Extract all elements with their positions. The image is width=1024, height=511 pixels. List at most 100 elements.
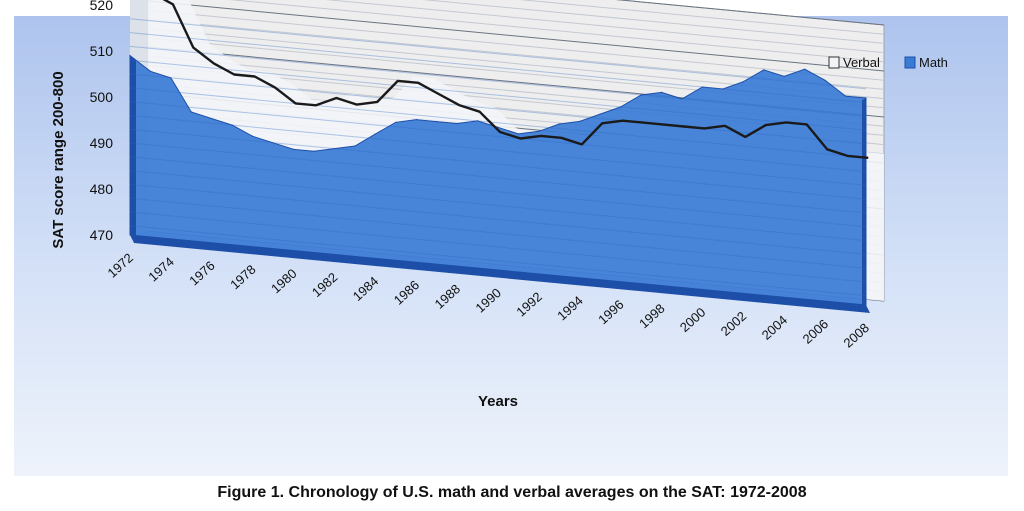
- math-point: [313, 150, 315, 152]
- verbal-point: [765, 124, 767, 126]
- legend-swatch-verbal: [828, 56, 840, 69]
- math-point: [497, 126, 499, 128]
- x-tick-label: 1986: [391, 277, 423, 307]
- math-point: [742, 81, 744, 83]
- verbal-point: [703, 127, 706, 129]
- verbal-point: [560, 137, 562, 139]
- verbal-point: [622, 120, 624, 122]
- y-tick-label: 510: [90, 43, 114, 59]
- math-point: [272, 142, 274, 144]
- verbal-point: [519, 137, 522, 140]
- verbal-point: [172, 3, 174, 5]
- math-point: [538, 130, 540, 132]
- math-point: [558, 123, 560, 125]
- verbal-point: [213, 62, 215, 64]
- x-tick-label: 1984: [350, 273, 382, 303]
- math-point: [804, 68, 806, 70]
- x-tick-label: 1994: [554, 293, 586, 323]
- math-area: [129, 54, 867, 306]
- sat-area-chart: SAT score range 200-800 Years 470 480 490 5…: [50, 0, 948, 410]
- math-point: [620, 106, 622, 108]
- math-point: [129, 55, 131, 57]
- math-stripe: [129, 156, 867, 228]
- math-point: [333, 148, 335, 150]
- math-area-front-edge: [130, 55, 136, 239]
- gridline: [228, 0, 885, 63]
- math-point: [661, 91, 663, 93]
- verbal-point: [356, 104, 358, 106]
- x-tick-label: 1980: [268, 266, 300, 296]
- verbal-point: [192, 47, 194, 49]
- math-point: [170, 77, 172, 79]
- x-tick-label: 2004: [759, 312, 791, 342]
- figure-caption: Figure 1. Chronology of U.S. math and ve…: [217, 484, 807, 501]
- verbal-point: [744, 136, 746, 138]
- math-stripe: [129, 142, 867, 214]
- math-stripe: [129, 211, 867, 283]
- x-tick-label: 2002: [718, 308, 750, 338]
- verbal-point: [683, 125, 685, 128]
- legend-swatch-math: [904, 56, 916, 69]
- verbal-point: [438, 93, 440, 95]
- math-point: [456, 122, 458, 125]
- verbal-point: [785, 121, 787, 123]
- legend: Verbal Math: [828, 55, 948, 70]
- math-stripe: [129, 32, 867, 104]
- math-stripe: [129, 225, 867, 297]
- x-tick-label: 1982: [309, 269, 341, 299]
- math-point: [701, 86, 704, 88]
- math-point: [374, 133, 376, 135]
- math-stripe: [129, 87, 867, 159]
- verbal-point: [479, 111, 481, 113]
- math-stripe: [129, 183, 867, 255]
- gridline: [519, 0, 885, 35]
- x-tick-label: 1972: [104, 250, 136, 280]
- math-stripe: [129, 45, 867, 117]
- math-point: [517, 133, 520, 135]
- verbal-point: [642, 122, 644, 124]
- verbal-point: [376, 101, 378, 103]
- math-point: [436, 121, 438, 123]
- verbal-point: [581, 143, 583, 145]
- math-point: [190, 111, 192, 113]
- math-point: [783, 75, 785, 77]
- x-axis-label: Years: [478, 393, 518, 410]
- math-stripe: [129, 170, 867, 242]
- verbal-point: [847, 155, 849, 157]
- math-point: [640, 94, 642, 96]
- math-point: [415, 119, 417, 121]
- math-point: [681, 98, 683, 100]
- math-point: [293, 148, 295, 150]
- verbal-point: [254, 75, 256, 78]
- x-tick-label: 1974: [145, 254, 177, 284]
- x-tick-label: 2006: [800, 316, 832, 346]
- verbal-point: [295, 102, 297, 104]
- math-point: [211, 118, 213, 120]
- x-tick-label: 2008: [840, 320, 872, 350]
- verbal-point: [601, 122, 603, 124]
- verbal-point: [806, 123, 808, 125]
- verbal-point: [335, 97, 337, 99]
- verbal-point: [826, 148, 828, 150]
- x-tick-label: 1990: [472, 285, 504, 315]
- x-tick-label: 1996: [595, 297, 627, 327]
- verbal-point: [397, 80, 399, 82]
- verbal-point: [540, 135, 542, 137]
- verbal-point: [274, 87, 276, 89]
- y-tick-label: 500: [90, 89, 114, 105]
- verbal-point: [458, 104, 460, 106]
- y-tick-label: 520: [90, 0, 114, 13]
- verbal-point: [233, 73, 235, 76]
- math-point: [231, 124, 233, 126]
- verbal-point: [867, 157, 869, 159]
- x-tick-label: 1998: [636, 301, 668, 331]
- gridline: [325, 0, 885, 54]
- math-stripe: [129, 73, 867, 145]
- math-point: [395, 121, 397, 123]
- math-stripe: [129, 59, 867, 131]
- math-point: [579, 120, 581, 122]
- math-point: [354, 145, 356, 147]
- gridline: [147, 0, 885, 72]
- math-stripe: [129, 101, 867, 173]
